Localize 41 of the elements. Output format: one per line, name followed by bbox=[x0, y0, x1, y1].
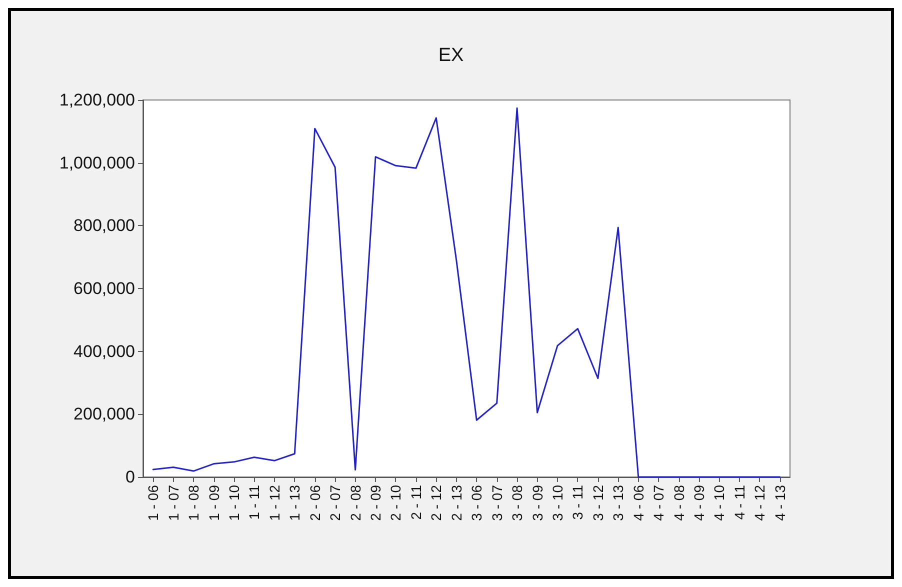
x-tick-label: 2 - 12 bbox=[428, 484, 444, 521]
x-tick-label: 4 - 13 bbox=[772, 484, 788, 521]
x-tick-label: 2 - 08 bbox=[347, 484, 364, 521]
x-tick-label: 3 - 06 bbox=[468, 484, 485, 521]
x-tick-label: 1 - 10 bbox=[226, 484, 242, 521]
x-tick-label: 1 - 13 bbox=[286, 484, 303, 521]
x-tick-label: 3 - 11 bbox=[570, 484, 586, 520]
x-tick-label: 4 - 12 bbox=[752, 484, 768, 521]
x-tick-label: 1 - 11 bbox=[246, 484, 262, 520]
x-tick-label: 2 - 10 bbox=[388, 484, 404, 521]
x-tick-label: 2 - 06 bbox=[306, 484, 323, 521]
y-tick-label: 600,000 bbox=[74, 279, 135, 298]
x-tick-label: 1 - 06 bbox=[145, 484, 162, 521]
x-tick-label: 4 - 08 bbox=[670, 484, 687, 521]
x-tick-label: 2 - 09 bbox=[368, 484, 384, 521]
x-tick-label: 4 - 10 bbox=[711, 484, 728, 521]
chart-title: EX bbox=[438, 45, 464, 66]
y-tick-label: 0 bbox=[126, 468, 135, 486]
x-tick-label: 3 - 12 bbox=[590, 484, 606, 521]
x-tick-label: 4 - 09 bbox=[691, 484, 708, 521]
x-tick-label: 3 - 10 bbox=[549, 484, 566, 521]
y-tick-label: 400,000 bbox=[74, 342, 135, 361]
x-tick-label: 1 - 12 bbox=[266, 484, 282, 521]
x-tick-label: 4 - 11 bbox=[731, 484, 748, 520]
x-tick-label: 2 - 07 bbox=[327, 484, 344, 521]
x-tick-label: 2 - 13 bbox=[448, 484, 464, 521]
line-series bbox=[152, 107, 781, 478]
x-tick-label: 3 - 08 bbox=[509, 484, 526, 521]
y-tick-label: 1,000,000 bbox=[59, 153, 135, 172]
x-tick-label: 3 - 09 bbox=[529, 484, 546, 521]
x-tick-label: 4 - 06 bbox=[630, 484, 646, 521]
x-tick-label: 1 - 07 bbox=[165, 484, 182, 521]
y-tick-label: 200,000 bbox=[74, 404, 135, 424]
x-tick-label: 4 - 07 bbox=[650, 484, 667, 521]
x-tick-label: 3 - 07 bbox=[488, 484, 505, 521]
y-tick-label: 1,200,000 bbox=[59, 90, 135, 110]
x-tick-label: 1 - 09 bbox=[206, 484, 222, 521]
x-tick-label: 3 - 13 bbox=[610, 484, 626, 521]
y-tick-label: 800,000 bbox=[74, 216, 135, 236]
x-tick-label: 2 - 11 bbox=[408, 484, 424, 520]
x-tick-label: 1 - 08 bbox=[186, 484, 202, 521]
